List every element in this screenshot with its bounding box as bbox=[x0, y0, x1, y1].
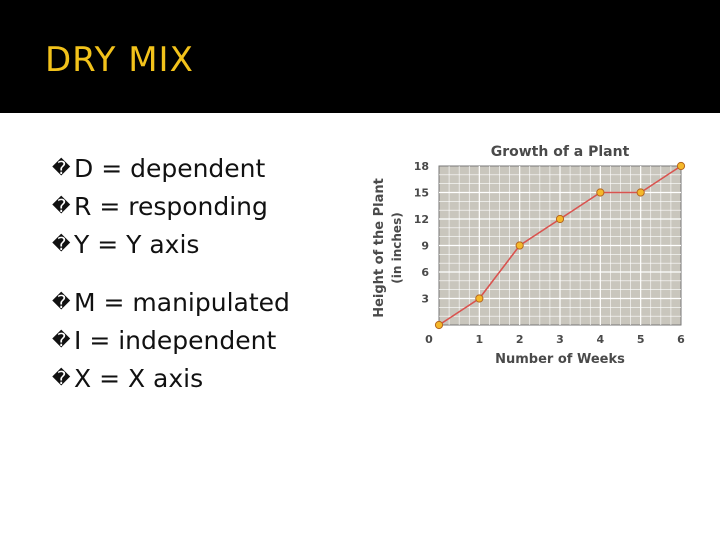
slide-title: DRY MIX bbox=[45, 40, 194, 80]
x-tick-label: 1 bbox=[476, 333, 484, 346]
bullet-glyph: � bbox=[52, 368, 71, 389]
chart-title: Growth of a Plant bbox=[491, 144, 630, 160]
bullet-group-dependent: � D = dependent � R = responding � Y = Y ax… bbox=[52, 150, 372, 264]
x-axis-label: Number of Weeks bbox=[495, 352, 625, 367]
bullet-text: X = X axis bbox=[74, 364, 204, 393]
data-point bbox=[515, 241, 524, 250]
x-tick-label: 0 bbox=[425, 333, 433, 346]
bullet-glyph: � bbox=[52, 292, 71, 313]
data-point bbox=[676, 161, 686, 171]
x-tick-label: 6 bbox=[677, 333, 685, 346]
bullet-item: � D = dependent bbox=[52, 150, 372, 188]
y-axis-sublabel: (in inches) bbox=[390, 212, 404, 283]
x-tick-label: 5 bbox=[637, 333, 645, 346]
x-tick-label: 3 bbox=[556, 333, 564, 346]
y-axis-label: Height of the Plant bbox=[372, 178, 387, 318]
bullet-glyph: � bbox=[52, 158, 71, 179]
data-point bbox=[636, 188, 645, 197]
data-point bbox=[434, 320, 444, 330]
bullet-item: � I = independent bbox=[52, 322, 372, 360]
bullet-glyph: � bbox=[52, 330, 71, 351]
y-tick-label: 3 bbox=[421, 293, 429, 306]
bullet-group-independent: � M = manipulated � I = independent � X = X… bbox=[52, 284, 372, 398]
data-points bbox=[434, 161, 686, 330]
bullet-text: Y = Y axis bbox=[74, 230, 200, 259]
x-tick-label: 4 bbox=[597, 333, 605, 346]
bullet-item: � Y = Y axis bbox=[52, 226, 372, 264]
y-tick-label: 12 bbox=[414, 213, 429, 226]
y-tick-label: 18 bbox=[414, 160, 429, 173]
bullet-text: D = dependent bbox=[74, 154, 266, 183]
data-point bbox=[475, 294, 484, 303]
y-tick-label: 6 bbox=[421, 266, 429, 279]
data-point bbox=[555, 214, 565, 224]
growth-chart: Growth of a Plant 0 1 2 3 4 5 6 3 6 9 12 15 18 Numbe… bbox=[365, 138, 695, 373]
bullet-glyph: � bbox=[52, 234, 71, 255]
bullet-item: � R = responding bbox=[52, 188, 372, 226]
bullet-item: � X = X axis bbox=[52, 360, 372, 398]
bullet-glyph: � bbox=[52, 196, 71, 217]
bullet-text: M = manipulated bbox=[74, 288, 290, 317]
bullet-list: � D = dependent � R = responding � Y = Y ax… bbox=[52, 150, 372, 398]
bullet-text: I = independent bbox=[74, 326, 277, 355]
y-tick-label: 15 bbox=[414, 187, 429, 200]
bullet-text: R = responding bbox=[74, 192, 268, 221]
bullet-item: � M = manipulated bbox=[52, 284, 372, 322]
y-tick-label: 9 bbox=[421, 240, 429, 253]
title-bar: DRY MIX bbox=[0, 0, 720, 113]
x-tick-label: 2 bbox=[516, 333, 524, 346]
data-point bbox=[596, 188, 605, 197]
